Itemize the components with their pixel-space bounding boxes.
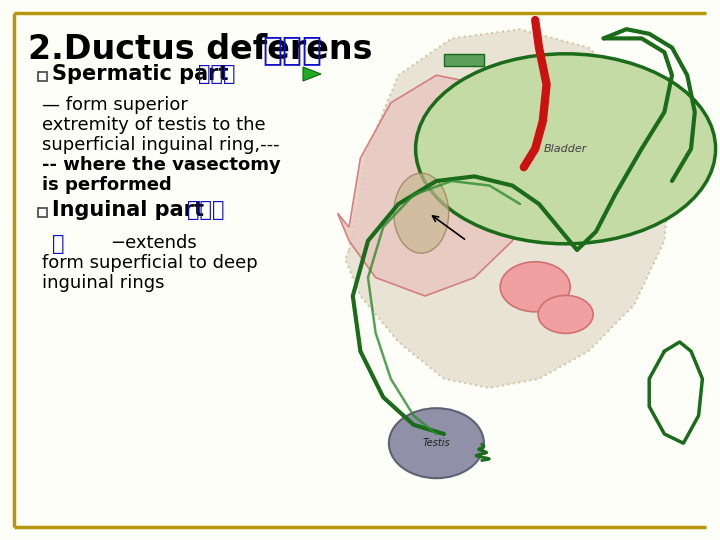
Bar [444, 54, 484, 66]
Text: extremity of testis to the: extremity of testis to the [42, 116, 266, 134]
Text: Spermatic part: Spermatic part [52, 64, 235, 84]
Text: 输精管: 输精管 [262, 33, 322, 66]
Text: 精索部: 精索部 [198, 64, 235, 84]
Ellipse shape [538, 295, 593, 333]
Text: Inguinal part: Inguinal part [52, 200, 211, 220]
Text: — form superior: — form superior [42, 96, 188, 114]
Text: is performed: is performed [42, 176, 172, 194]
Ellipse shape [394, 173, 449, 253]
Text: -- where the vasectomy: -- where the vasectomy [42, 156, 281, 174]
Text: superficial inguinal ring,---: superficial inguinal ring,--- [42, 136, 279, 154]
Text: form superficial to deep: form superficial to deep [42, 254, 258, 272]
Ellipse shape [389, 408, 484, 478]
Ellipse shape [415, 54, 716, 244]
Text: inguinal rings: inguinal rings [42, 274, 164, 292]
Text: 2.Ductus deferens: 2.Ductus deferens [28, 33, 384, 66]
Bar [38, 72, 47, 81]
Text: 腹股沟: 腹股沟 [187, 200, 225, 220]
Text: Testis: Testis [423, 438, 450, 448]
Ellipse shape [500, 262, 570, 312]
Polygon shape [345, 29, 672, 388]
Text: Bladder: Bladder [544, 144, 588, 154]
Text: 部: 部 [52, 234, 65, 254]
Polygon shape [338, 75, 528, 296]
Polygon shape [303, 67, 321, 81]
Bar [38, 208, 47, 217]
Text: −extends: −extends [110, 234, 197, 252]
